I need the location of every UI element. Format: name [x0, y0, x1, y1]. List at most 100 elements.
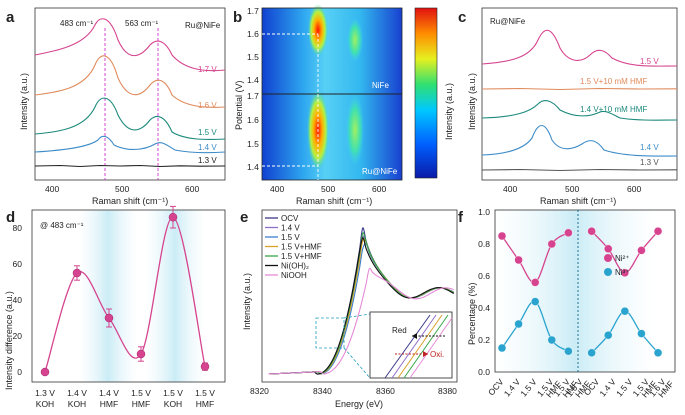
panel-a-peak1-label: 483 cm⁻¹	[60, 19, 93, 28]
panel-d-xtick-line1: 1.4 V	[67, 388, 87, 398]
panel-e-inset-line-4	[403, 314, 449, 379]
panel-b-ytick-top-1-5: 1.5	[247, 52, 259, 62]
panel-d-xtick-line1: 1.3 V	[35, 388, 55, 398]
panel-e-inset	[369, 311, 453, 379]
panel-c-label-1-5V: 1.5 V	[640, 57, 659, 66]
panel-b-xlabel: Raman shift (cm⁻¹)	[296, 196, 372, 206]
panel-f-point	[620, 268, 630, 277]
panel-f-legend-ni2-marker	[604, 254, 612, 262]
panel-d-ytick-20: 20	[13, 331, 23, 341]
panel-c-sample: Ru@NiFe	[490, 17, 526, 26]
panel-c-curve-1-5V	[481, 29, 678, 67]
panel-d-point	[72, 268, 82, 278]
panel-a-curve-1-7V	[34, 18, 226, 72]
panel-b-xtick-500: 500	[321, 184, 335, 194]
panel-a-label-1-6V: 1.6 V	[198, 101, 217, 110]
panel-d-point	[104, 313, 114, 323]
panel-f-ytick-0: 0.0	[478, 367, 490, 377]
panel-e-xlabel: Energy (eV)	[335, 399, 383, 409]
panel-c-label-1-5V-HMF: 1.5 V+10 mM HMF	[580, 77, 647, 86]
panel-d-ylabel: Intensity difference (a.u.)	[4, 291, 14, 390]
panel-e-ylabel: Intensity (a.u.)	[242, 273, 252, 330]
panel-f-xtick-line1: 1.5 V	[518, 377, 539, 399]
panel-d-xtick-line2: HMF	[196, 399, 214, 409]
panel-f-curves	[497, 226, 663, 357]
panel-b-xtick-400: 400	[270, 184, 284, 194]
panel-e-oxi-arrowhead	[423, 351, 428, 357]
panel-f-point	[587, 348, 596, 357]
panel-f-point	[604, 244, 613, 254]
panel-d-curve	[44, 216, 206, 373]
panel-b-warm-bottom-563	[346, 94, 364, 166]
panel-f-point	[637, 329, 646, 338]
panel-d-band-2	[145, 210, 205, 382]
panel-e-legend-label: 1.4 V	[281, 224, 300, 233]
panel-d-xtick-line2: HMF	[132, 399, 150, 409]
panel-f-legend-ni3-marker	[604, 268, 612, 276]
panel-d-ytick-40: 40	[13, 295, 23, 305]
panel-c-curve-1-4V-HMF	[481, 100, 678, 121]
panel-c-curve-1-5V-HMF	[481, 87, 678, 91]
panel-f-ytick-0-8: 0.8	[478, 239, 490, 249]
panel-c-xtick-400: 400	[503, 184, 517, 194]
panel-b-ytick-bottom-1-4: 1.4	[247, 162, 259, 172]
panel-f-xtick-line1: OCV	[486, 377, 506, 398]
panel-a-xtick-400: 400	[45, 184, 59, 194]
panel-b-letter: b	[233, 9, 242, 26]
panel-e-legend-label: 1.5 V	[281, 233, 300, 242]
panel-e-legend-label: Ni(OH)₂	[281, 262, 309, 271]
panel-f-legend-ni3: Ni³⁺	[615, 268, 629, 277]
panel-f-ytick-0-4: 0.4	[478, 303, 490, 313]
panel-b-colorbar-label: Intensity (a.u.)	[444, 83, 454, 140]
panel-d-xtick-line1: 1.5 V	[131, 388, 151, 398]
panel-d-point	[168, 212, 178, 222]
panel-b-top-label: NiFe	[372, 81, 389, 90]
panel-e-xanes-curve	[268, 267, 454, 375]
panel-c-xtick-600: 600	[627, 184, 641, 194]
panel-f-xtick-line1: 1.4 V	[597, 377, 618, 399]
panel-b-ytick-top-1-7: 1.7	[247, 6, 259, 16]
panel-e-xtick-8360: 8360	[376, 386, 395, 396]
panel-e-inset-red: Red	[392, 326, 407, 335]
panel-a-label-1-4V: 1.4 V	[198, 143, 217, 152]
panel-f-point	[547, 239, 556, 249]
panel-c-label-1-4V: 1.4 V	[640, 143, 659, 152]
panel-f-point	[564, 347, 573, 356]
panel-d-frame	[31, 209, 226, 383]
panel-a-label-1-3V: 1.3 V	[198, 156, 217, 165]
panel-b-xtick-600: 600	[372, 184, 386, 194]
panel-d-xtick-line1: 1.5 V	[195, 388, 215, 398]
panel-f-xtick-line1: 1.4 V	[502, 377, 523, 399]
panel-e-legend-label: NiOOH	[281, 271, 307, 280]
panel-d-curve-layer	[40, 205, 210, 377]
panel-d-xtick-line2: HMF	[100, 399, 118, 409]
panel-f-point	[653, 226, 663, 236]
panel-c-xtick-500: 500	[565, 184, 579, 194]
panel-b-ytick-bottom-1-5: 1.5	[247, 139, 259, 149]
panel-b-map-top	[262, 8, 402, 94]
panel-c: c Ru@NiFe 1.5 V 1.5 V+10 mM HMF 1.4 V+10…	[458, 7, 678, 206]
panel-c-label-1-3V: 1.3 V	[640, 158, 659, 167]
panel-f: f 0.0 0.2 0.4 0.6 0.8 1.0 Ni²⁺ Ni³⁺ OCV1…	[458, 207, 676, 399]
panel-f-point	[604, 331, 613, 340]
panel-c-curve-1-4V	[481, 124, 678, 157]
panel-e-legend-label: 1.5 V+HMF	[281, 243, 322, 252]
panel-a-ylabel: Intensity (a.u.)	[19, 73, 29, 130]
panel-a-curve-1-4V	[34, 135, 226, 154]
panel-f-frame	[494, 209, 676, 373]
panel-d-point	[136, 349, 146, 359]
panel-b-bottom-label: Ru@NiFe	[362, 167, 398, 176]
panel-e-inset-oxi: Oxi.	[430, 350, 444, 359]
panel-b-ytick-top-1-4: 1.4	[247, 75, 259, 85]
panel-f-legend-ni2: Ni²⁺	[615, 254, 629, 263]
panel-a-sample: Ru@NiFe	[185, 21, 221, 30]
panel-e-zoom-line-1	[343, 313, 371, 319]
panel-d-band-1	[78, 210, 138, 382]
panel-e-legend-label: 1.5 V+HMF	[281, 252, 322, 261]
